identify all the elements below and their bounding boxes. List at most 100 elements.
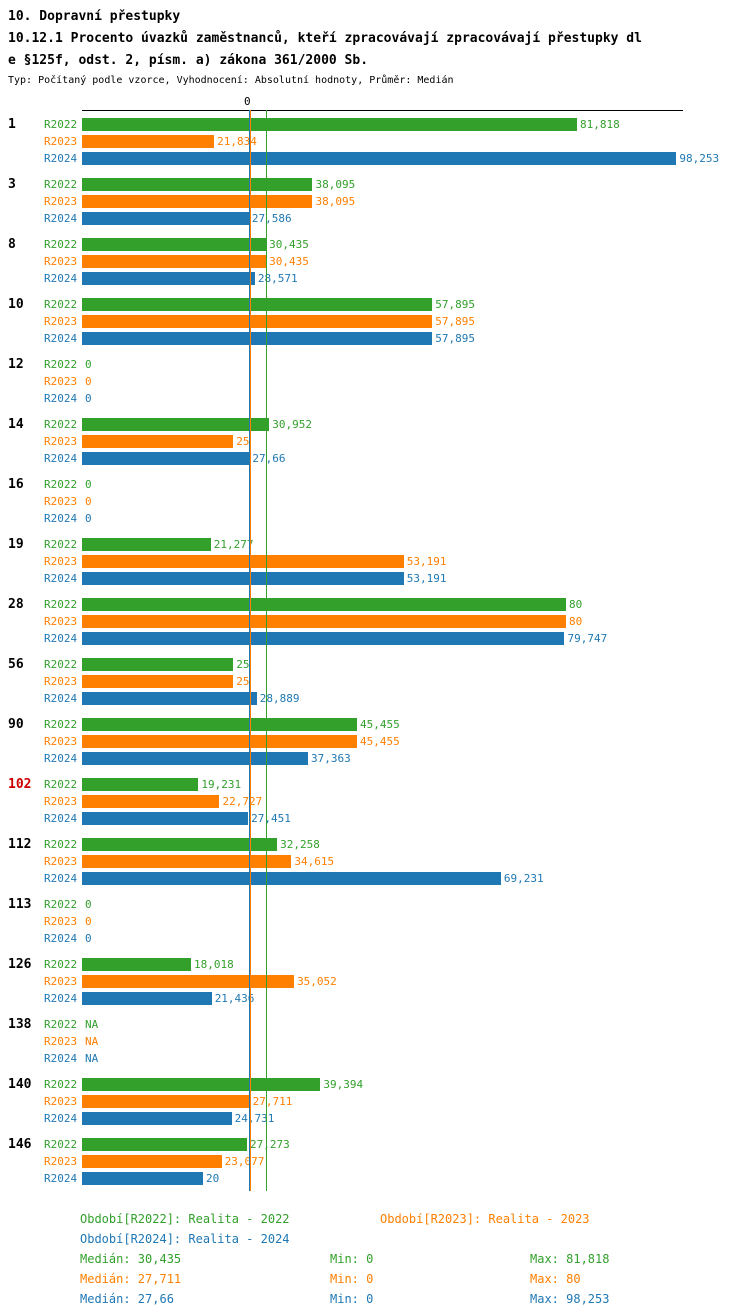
series-label: R2023 (44, 135, 78, 148)
group-label: 56 (8, 657, 24, 672)
bar (82, 1138, 247, 1151)
group-rows: R2022 32,258 R2023 34,615 R2024 69,231 (44, 836, 750, 887)
axis-line (82, 110, 683, 111)
legend-row: Období[R2022]: Realita - 2022 Období[R20… (80, 1209, 750, 1229)
legend-item-r2022: Období[R2022]: Realita - 2022 (80, 1212, 290, 1226)
group-label: 102 (8, 777, 32, 792)
bar-value: NA (85, 1018, 99, 1031)
group-rows: R2022 19,231 R2023 22,727 R2024 27,451 (44, 776, 750, 827)
bar-value: 20 (206, 1172, 220, 1185)
stat-min-r2022: Min: 0 (330, 1252, 374, 1266)
bar-row: R2024 69,231 (44, 870, 750, 887)
chart-group-140: 140 R2022 39,394 R2023 27,711 R2024 24,731 (8, 1076, 750, 1127)
series-label: R2023 (44, 915, 78, 928)
bar (82, 452, 250, 465)
series-label: R2024 (44, 392, 78, 405)
bar-row: R2024 53,191 (44, 570, 750, 587)
bar-row: R2022 0 (44, 356, 750, 373)
bar-row: R2023 0 (44, 493, 750, 510)
series-label: R2024 (44, 752, 78, 765)
group-rows: R2022 38,095 R2023 38,095 R2024 27,586 (44, 176, 750, 227)
stat-median-r2023: Medián: 27,711 (80, 1272, 182, 1286)
bar-value: 45,455 (360, 718, 400, 731)
chart-group-1: 1 R2022 81,818 R2023 21,834 R2024 98,253 (8, 116, 750, 167)
bar-row: R2024 27,586 (44, 210, 750, 227)
bar-value: 57,895 (435, 332, 475, 345)
bar-value: 23,077 (224, 1155, 265, 1168)
chart-group-138: 138 R2022 NA R2023 NA R2024 NA (8, 1016, 750, 1067)
bar-value: 39,394 (323, 1078, 364, 1091)
series-label: R2024 (44, 1172, 78, 1185)
series-label: R2022 (44, 658, 78, 671)
chart-group-14: 14 R2022 30,952 R2023 25 R2024 27,66 (8, 416, 750, 467)
bar-row: R2023 35,052 (44, 973, 750, 990)
bar-row: R2023 22,727 (44, 793, 750, 810)
bar-row: R2022 57,895 (44, 296, 750, 313)
bar-value: 27,273 (250, 1138, 290, 1151)
bar (82, 555, 404, 568)
bar (82, 1095, 250, 1108)
chart-group-12: 12 R2022 0 R2023 0 R2024 0 (8, 356, 750, 407)
bar (82, 718, 357, 731)
bar (82, 435, 234, 448)
bar (82, 212, 249, 225)
bar-value: 21,436 (214, 992, 255, 1005)
bar-row: R2024 0 (44, 390, 750, 407)
bar-value: 0 (85, 512, 92, 525)
bar-row: R2024 98,253 (44, 150, 750, 167)
stats-row-r2022: Medián: 30,435 Min: 0 Max: 81,818 (80, 1249, 750, 1269)
stats-row-r2024: Medián: 27,66 Min: 0 Max: 98,253 (80, 1289, 750, 1309)
bar-row: R2024 0 (44, 930, 750, 947)
chart-group-3: 3 R2022 38,095 R2023 38,095 R2024 27,586 (8, 176, 750, 227)
header: 10. Dopravní přestupky 10.12.1 Procento … (8, 6, 750, 90)
bar-chart: 0 1 R2022 81,818 R2023 21,834 R2024 98,253 3 R20… (8, 95, 750, 1191)
bar (82, 598, 566, 611)
stat-max-r2022: Max: 81,818 (530, 1252, 610, 1266)
bar-value: 0 (85, 915, 92, 928)
bar-row: R2022 30,952 (44, 416, 750, 433)
series-label: R2023 (44, 315, 78, 328)
bar-value: 38,095 (315, 195, 356, 208)
bar-row: R2023 57,895 (44, 313, 750, 330)
group-rows: R2022 30,952 R2023 25 R2024 27,66 (44, 416, 750, 467)
series-label: R2024 (44, 632, 78, 645)
bar (82, 538, 211, 551)
series-label: R2023 (44, 435, 78, 448)
series-label: R2024 (44, 152, 78, 165)
bar-value: 27,66 (252, 452, 286, 465)
bar-value: 27,711 (252, 1095, 293, 1108)
bar-value: 27,586 (251, 212, 292, 225)
bar (82, 838, 278, 851)
bar-value: 24,731 (234, 1112, 275, 1125)
legend: Období[R2022]: Realita - 2022 Období[R20… (80, 1209, 750, 1249)
series-label: R2022 (44, 838, 78, 851)
series-label: R2022 (44, 178, 78, 191)
bar (82, 1078, 321, 1091)
series-label: R2023 (44, 1095, 78, 1108)
series-label: R2022 (44, 598, 78, 611)
bar-row: R2023 NA (44, 1033, 750, 1050)
chart-group-113: 113 R2022 0 R2023 0 R2024 0 (8, 896, 750, 947)
bar-row: R2022 27,273 (44, 1136, 750, 1153)
stat-max-r2024: Max: 98,253 (530, 1292, 610, 1306)
group-rows: R2022 18,018 R2023 35,052 R2024 21,436 (44, 956, 750, 1007)
series-label: R2024 (44, 272, 78, 285)
bar-value: 28,889 (259, 692, 300, 705)
group-rows: R2022 27,273 R2023 23,077 R2024 20 (44, 1136, 750, 1187)
bar-value: 81,818 (579, 118, 620, 131)
bar-row: R2022 30,435 (44, 236, 750, 253)
bar-row: R2022 0 (44, 476, 750, 493)
bar (82, 752, 309, 765)
series-label: R2024 (44, 1052, 78, 1065)
series-label: R2022 (44, 478, 78, 491)
bar-value: 0 (85, 898, 92, 911)
bar-row: R2024 24,731 (44, 1110, 750, 1127)
group-rows: R2022 30,435 R2023 30,435 R2024 28,571 (44, 236, 750, 287)
series-label: R2022 (44, 538, 78, 551)
series-label: R2023 (44, 615, 78, 628)
bar (82, 272, 255, 285)
series-label: R2022 (44, 1018, 78, 1031)
stat-median-r2024: Medián: 27,66 (80, 1292, 174, 1306)
bar (82, 872, 501, 885)
group-label: 113 (8, 897, 32, 912)
